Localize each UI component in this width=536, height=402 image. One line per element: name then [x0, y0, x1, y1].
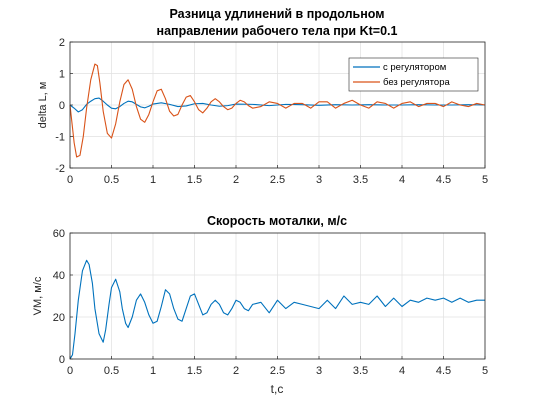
chart-top-x-tick-label: 4	[399, 174, 405, 186]
legend-box	[348, 57, 479, 92]
chart-bottom-x-tick-label: 0.5	[104, 365, 119, 377]
chart-top-x-tick-label: 1.5	[187, 174, 202, 186]
chart-bottom-x-tick-label: 2.5	[270, 365, 285, 377]
chart-bottom-x-tick-label: 0	[67, 365, 73, 377]
chart-bottom-series-group	[69, 259, 485, 360]
chart-bottom-x-ticks: 0 0.5 1 1.5 2 2.5 3 3.5 4 4.5 5	[67, 356, 488, 377]
chart-bottom-y-tick-label: 40	[53, 270, 65, 282]
chart-bottom-y-tick-label: 0	[59, 354, 65, 366]
chart-top-x-tick-label: 5	[482, 174, 488, 186]
chart-top-title-line-2: направлении рабочего тела при Kt=0.1	[157, 24, 398, 38]
chart-top-title-line-1: Разница удлинений в продольном	[169, 7, 384, 21]
chart-top-series-line-2	[69, 63, 486, 158]
chart-top-x-tick-label: 3.5	[353, 174, 368, 186]
chart-top-legend: с регулятором без регулятора	[348, 57, 479, 92]
chart-bottom: Скорость моталки, м/с 0 0.5 1 1.5 2 2.5 3 3.5 4 4…	[32, 214, 488, 396]
chart-top-y-tick-label: -2	[55, 163, 65, 175]
chart-top-series-group	[69, 63, 486, 158]
chart-bottom-x-tick-label: 5	[482, 365, 488, 377]
chart-bottom-x-tick-label: 3.5	[353, 365, 368, 377]
chart-top: Разница удлинений в продольном направлен…	[37, 7, 488, 186]
chart-bottom-title: Скорость моталки, м/с	[207, 214, 347, 228]
chart-top-y-tick-label: 2	[59, 37, 65, 49]
chart-top-x-tick-label: 0.5	[104, 174, 119, 186]
chart-bottom-series-line-1	[69, 259, 485, 360]
chart-bottom-x-tick-label: 1	[150, 365, 156, 377]
chart-top-y-axis-label: delta L, м	[37, 82, 49, 129]
chart-top-x-tick-label: 3	[316, 174, 322, 186]
chart-bottom-x-tick-label: 3	[316, 365, 322, 377]
chart-top-y-tick-label: 0	[59, 100, 65, 112]
chart-top-x-tick-label: 4.5	[436, 174, 451, 186]
chart-bottom-y-tick-label: 60	[53, 228, 65, 240]
chart-top-x-tick-label: 2.5	[270, 174, 285, 186]
chart-top-y-tick-label: 1	[59, 69, 65, 81]
chart-bottom-x-tick-label: 1.5	[187, 365, 202, 377]
chart-top-x-tick-label: 0	[67, 174, 73, 186]
chart-top-y-ticks: -2 -1 0 1 2	[55, 37, 73, 175]
chart-bottom-x-tick-label: 4	[399, 365, 405, 377]
chart-bottom-x-tick-label: 4.5	[436, 365, 451, 377]
chart-bottom-y-tick-label: 20	[53, 312, 65, 324]
chart-top-x-tick-label: 2	[233, 174, 239, 186]
legend-label-series-1: с регулятором	[383, 62, 446, 73]
chart-bottom-x-tick-label: 2	[233, 365, 239, 377]
chart-top-x-ticks: 0 0.5 1 1.5 2 2.5 3 3.5 4 4.5 5	[67, 165, 488, 186]
chart-bottom-y-axis-label: VM, м/с	[32, 276, 44, 315]
chart-top-y-tick-label: -1	[55, 132, 65, 144]
chart-top-x-tick-label: 1	[150, 174, 156, 186]
legend-label-series-2: без регулятора	[383, 77, 450, 88]
chart-bottom-y-ticks: 0 20 40 60	[53, 228, 73, 366]
chart-bottom-x-axis-label: t,с	[271, 382, 284, 396]
